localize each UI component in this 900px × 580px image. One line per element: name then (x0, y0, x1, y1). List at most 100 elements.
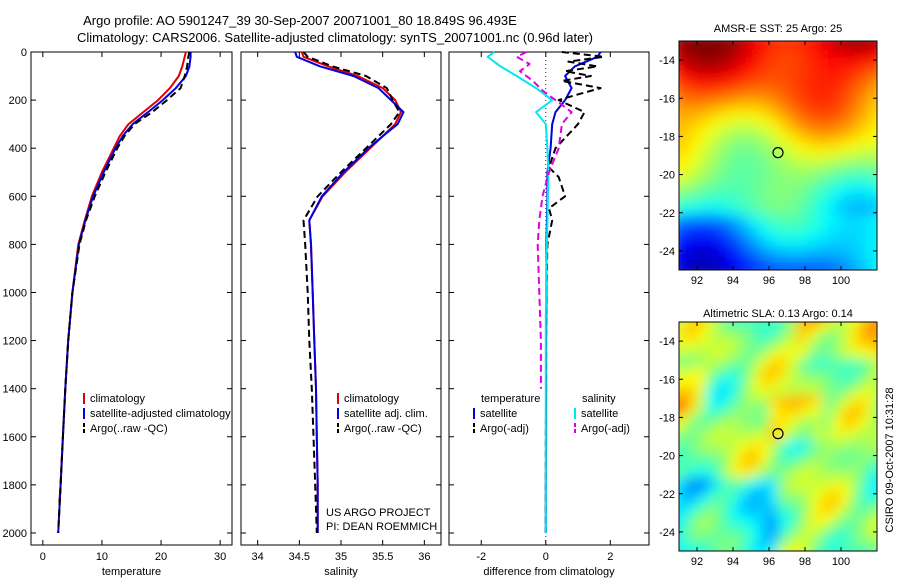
sst_map-cell (814, 114, 824, 125)
sla_map-cell (796, 349, 806, 360)
sst_map-cell (841, 59, 851, 70)
sla_map-cell (715, 486, 725, 498)
sst_map-cell (814, 150, 824, 162)
sla_map-cell (688, 386, 698, 397)
sst_map-cell (697, 68, 707, 79)
sst_map-cell (706, 187, 716, 198)
sla_map-cell (697, 331, 707, 342)
sla_map-cell (724, 496, 734, 507)
sst_map-cell (679, 114, 689, 125)
sst_map-cell (832, 114, 842, 125)
sst_map-field (679, 41, 887, 280)
sst_map-cell (715, 160, 725, 171)
sla_map-cell (805, 349, 815, 360)
sla_map-cell (706, 496, 716, 507)
depth-tick-label: 800 (9, 239, 27, 251)
sst_map-cell (769, 215, 779, 226)
sla_map-cell (850, 367, 860, 378)
sla_map-cell (823, 496, 833, 507)
sla_map-cell (724, 441, 734, 452)
sst_map-cell (724, 215, 734, 226)
sst_map-cell (787, 141, 797, 152)
sst_map-cell (769, 50, 779, 61)
sla_map-cell (715, 496, 725, 507)
sst_map-cell (841, 178, 851, 189)
sst_map-cell (706, 86, 716, 97)
sla_map-cell (841, 541, 851, 551)
sst_map-cell (787, 77, 797, 88)
sla_map-cell (868, 459, 877, 470)
sst_map-cell (706, 215, 716, 226)
sst_map-cell (859, 41, 869, 42)
sla_map-cell (697, 322, 707, 333)
sst_map-cell (751, 251, 761, 262)
sst_map-cell (715, 50, 725, 61)
sst_map-cell (877, 197, 887, 207)
sla_map-cell (769, 468, 779, 479)
sst_map-cell (859, 251, 869, 262)
sla_map-cell (679, 395, 689, 406)
sst_map-cell (760, 205, 770, 217)
sst_map-cell (787, 132, 797, 143)
sla_map-cell (814, 541, 824, 551)
sst_map-cell (787, 233, 797, 244)
sla_map-cell (679, 477, 689, 488)
sst_map-ytick-label: -24 (659, 246, 675, 258)
sla_map-cell (760, 386, 770, 397)
sst_map-cell (877, 224, 887, 234)
sla_map-cell (823, 450, 833, 461)
sla_map-cell (733, 523, 743, 534)
sla_map-cell (832, 422, 842, 433)
sla_map-cell (715, 404, 725, 415)
sst_map-cell (877, 114, 887, 124)
sst_map-cell (679, 95, 689, 107)
sst_map-cell (868, 105, 877, 116)
sla_map-cell (751, 431, 761, 443)
sst_map-cell (706, 233, 716, 244)
sla_map-cell (823, 331, 833, 342)
sla_map-cell (778, 358, 788, 369)
sst_map-cell (697, 50, 707, 61)
sst_map-cell (787, 215, 797, 226)
sla_map-cell (706, 358, 716, 369)
sla_map-cell (778, 459, 788, 470)
sst_map-cell (850, 260, 860, 270)
sla_map-cell (787, 505, 797, 516)
sla_map-cell (877, 533, 887, 543)
sst_map-cell (814, 59, 824, 70)
sst_map-cell (778, 41, 788, 52)
sla_map-cell (679, 496, 689, 507)
sla_map-cell (751, 322, 761, 333)
sst_map-cell (751, 77, 761, 88)
sst_map-cell (760, 224, 770, 235)
sla_map-cell (697, 422, 707, 433)
sst_map-cell (796, 251, 806, 262)
salinity-xtick-label: 36 (418, 551, 430, 563)
sst_map-cell (697, 105, 707, 116)
sla_map-cell (823, 367, 833, 378)
sla_map-cell (679, 340, 689, 351)
sst_map-cell (760, 233, 770, 244)
sst_map-cell (814, 224, 824, 235)
sst_map-cell (814, 233, 824, 244)
sst_map-cell (823, 178, 833, 189)
sla_map-cell (841, 404, 851, 415)
timestamp-label: CSIRO 09-Oct-2007 10:31:28 (884, 388, 896, 533)
sst_map-cell (724, 160, 734, 171)
sla_map-cell (760, 505, 770, 516)
sla_map-cell (832, 541, 842, 551)
sst_map-cell (787, 50, 797, 61)
sst_map-cell (679, 123, 689, 134)
sla_map-cell (769, 367, 779, 378)
sla_map-cell (850, 386, 860, 397)
sla_map-cell (679, 468, 689, 479)
sla_map-cell (706, 468, 716, 479)
sla_map-cell (760, 541, 770, 551)
sst_map-cell (796, 132, 806, 143)
sst_map-cell (787, 270, 797, 280)
sla_map-cell (868, 477, 877, 488)
sla_map-cell (832, 331, 842, 342)
sst_map-cell (733, 41, 743, 52)
sla_map-cell (850, 551, 860, 561)
sst_map-cell (814, 68, 824, 79)
